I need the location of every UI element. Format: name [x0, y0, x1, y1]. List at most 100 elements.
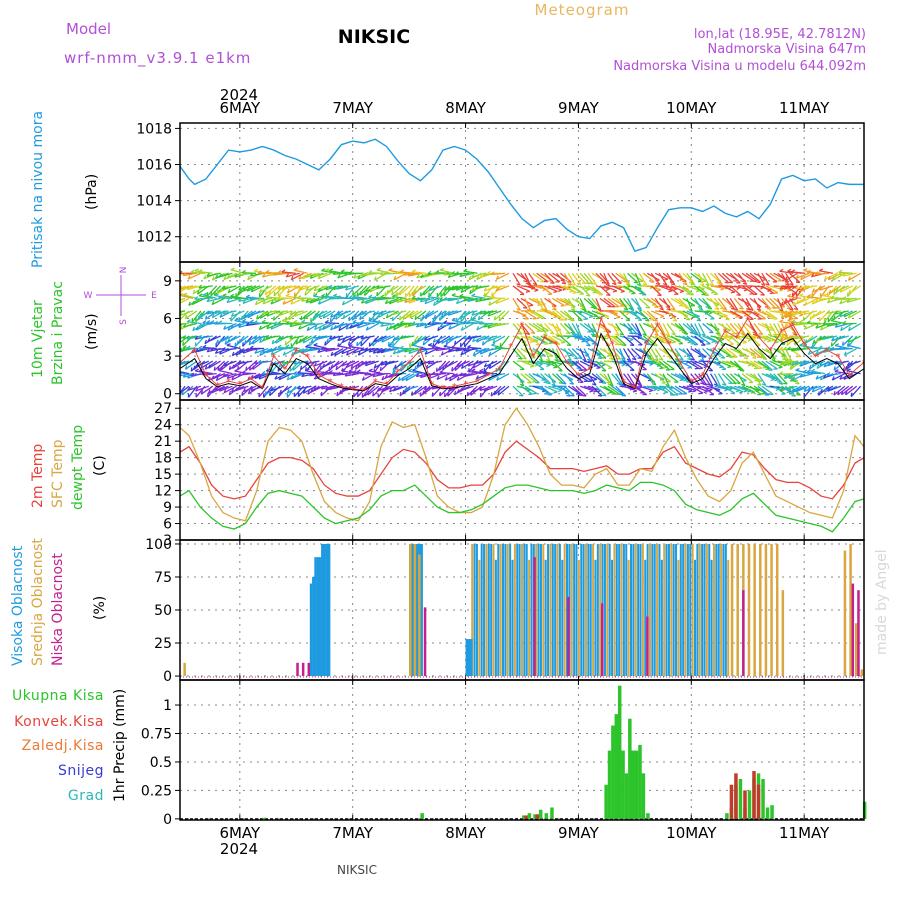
wind-arrow	[690, 360, 704, 369]
wind-arrow	[431, 373, 446, 376]
wind-speed-marker: *	[610, 340, 615, 351]
wind-arrow	[579, 310, 594, 318]
wind-arrowhead	[266, 312, 270, 317]
wind-arrow	[185, 360, 198, 370]
wind-arrow	[198, 335, 213, 339]
high_cloud-bar	[316, 557, 320, 677]
wind-arrowhead	[259, 288, 262, 293]
panel-frame	[179, 122, 865, 263]
wind-arrowhead	[483, 362, 487, 368]
wind-arrowhead	[226, 274, 231, 279]
wind-arrow	[777, 310, 792, 314]
wind-arrowhead	[742, 341, 747, 344]
wind-arrowhead	[439, 323, 444, 328]
wind-arrow	[729, 360, 742, 370]
wind-arrowhead	[828, 289, 832, 294]
wind-arrowhead	[475, 348, 479, 352]
wind-arrow	[658, 272, 668, 286]
wind-arrow	[595, 385, 607, 397]
wind-arrowhead	[491, 342, 496, 346]
wind-arrowhead	[286, 376, 290, 381]
wind-arrowhead	[188, 301, 191, 306]
wind-arrowhead	[404, 348, 408, 353]
wind-arrow	[634, 373, 643, 387]
wind-arrowhead	[332, 372, 337, 376]
wind-arrow	[516, 348, 527, 360]
wind-arrowhead	[454, 366, 457, 371]
wind-arrow	[638, 323, 647, 336]
wind-arrowhead	[811, 300, 815, 305]
wind-arrow	[789, 272, 801, 283]
wind-speed-marker: *	[497, 365, 502, 376]
total_precip-bar	[738, 779, 743, 819]
wind-arrowhead	[408, 368, 413, 372]
wind-arrow	[714, 360, 727, 370]
wind-arrow	[783, 360, 798, 364]
wind-arrow	[290, 297, 304, 305]
cloud-band-bar	[492, 543, 495, 677]
cloud-band-bar	[584, 543, 587, 677]
wind-arrowhead	[290, 351, 294, 356]
wind-arrow	[634, 323, 643, 337]
wind-arrow	[690, 323, 699, 336]
wind-arrow	[658, 335, 672, 343]
wind-arrowhead	[328, 295, 333, 300]
wind-arrowhead	[558, 363, 563, 367]
low_cloud-bar	[567, 596, 570, 677]
mid_cloud-bar	[753, 543, 756, 677]
wind-arrowhead	[273, 310, 278, 314]
wind-arrow	[742, 335, 757, 339]
wind-arrow	[654, 335, 669, 343]
wind-arrowhead	[401, 376, 405, 381]
wind-arrow	[433, 310, 447, 320]
wind-arrowhead	[541, 341, 546, 344]
wind-arrowhead	[651, 383, 657, 386]
wind-arrowhead	[794, 321, 799, 326]
wind-arrowhead	[415, 373, 420, 377]
wind-speed-marker: *	[440, 383, 445, 394]
wind-arrowhead	[317, 300, 321, 305]
cloud-band-bar	[701, 543, 704, 677]
low_cloud-bar	[851, 583, 855, 677]
chart-title: NIKSIC	[338, 26, 410, 48]
wind-arrowhead	[427, 360, 432, 365]
wind-arrow	[456, 310, 467, 323]
cloud-band-bar	[471, 543, 474, 677]
wind-arrowhead	[830, 295, 835, 299]
wind-arrow	[785, 272, 794, 286]
wind-arrowhead	[294, 312, 298, 317]
wind-arrowhead	[451, 344, 456, 349]
wind-arrowhead	[247, 313, 251, 318]
cloud-band-bar	[487, 543, 490, 677]
wind-arrow	[475, 347, 490, 353]
wind-arrow	[496, 272, 510, 280]
wind-arrow	[451, 294, 466, 300]
mid_cloud-bar	[413, 543, 417, 677]
coords-text: lon,lat (18.95E, 42.7812N)	[694, 27, 866, 42]
wind-arrowhead	[368, 348, 373, 353]
y-tick-label: 25	[154, 636, 172, 652]
wind-arrow	[285, 310, 297, 322]
wind-arrowhead	[783, 374, 788, 379]
total_precip-bar	[604, 784, 608, 819]
wind-arrowhead	[238, 286, 242, 291]
wind-arrowhead	[467, 362, 471, 367]
wind-arrowhead	[285, 273, 290, 278]
wind-arrowhead	[804, 301, 808, 306]
wind-arrow	[405, 310, 419, 319]
wind-arrow	[819, 285, 834, 291]
wind-arrow	[336, 373, 352, 376]
wind-arrow	[556, 310, 568, 321]
wind-arrowhead	[281, 285, 286, 290]
wind-arrowhead	[281, 359, 286, 364]
wind-arrowhead	[453, 340, 457, 345]
wind-arrowhead	[313, 362, 317, 367]
wind-arrow	[385, 322, 399, 331]
wind-arrowhead	[826, 322, 831, 327]
wind-arrowhead	[285, 321, 290, 325]
cloud-band-bar	[708, 543, 711, 677]
wind-arrowhead	[475, 375, 479, 380]
wind-arrowhead	[787, 268, 792, 272]
wind-arrowhead	[783, 382, 788, 385]
wind-arrowhead	[230, 388, 235, 393]
